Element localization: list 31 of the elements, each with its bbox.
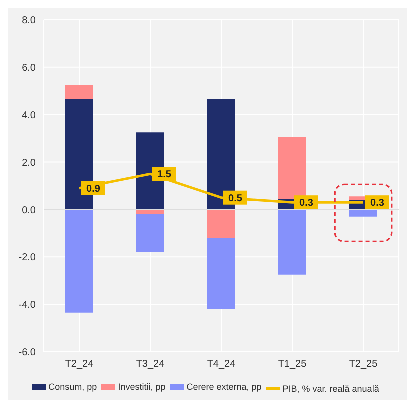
y-tick-label: -6.0: [18, 348, 36, 359]
bar: [207, 210, 236, 238]
bar: [349, 210, 378, 217]
x-tick-label: T2_25: [349, 359, 378, 370]
data-label: 0.5: [228, 193, 243, 204]
bar: [136, 210, 164, 214]
x-tick-label: T1_25: [278, 359, 308, 370]
legend-label: PIB, % var. reală anuală: [282, 384, 380, 394]
bar: [136, 214, 164, 252]
data-label: 1.5: [158, 170, 172, 181]
bar: [278, 210, 306, 275]
data-label: 0.3: [370, 198, 385, 210]
data-label: 0.9: [86, 184, 101, 195]
y-tick-label: 8.0: [22, 16, 36, 27]
x-tick-label: T3_24: [136, 359, 166, 370]
legend-label: Investitii, pp: [117, 382, 166, 392]
y-tick-label: 2.0: [22, 158, 36, 169]
legend-label: Cerere externa, pp: [186, 382, 262, 392]
x-tick-label: T2_24: [65, 359, 94, 370]
data-label: 0.3: [300, 198, 314, 210]
y-tick-label: 6.0: [22, 62, 36, 74]
y-tick-label: 4.0: [22, 110, 36, 122]
y-tick-label: -2.0: [18, 252, 36, 264]
bar: [65, 210, 94, 313]
bar: [207, 238, 236, 310]
y-tick-label: 0.0: [22, 205, 36, 216]
bar: [65, 85, 94, 100]
y-tick-label: -4.0: [18, 300, 36, 312]
legend-label: Consum, pp: [48, 382, 98, 392]
x-tick-label: T4_24: [207, 359, 236, 370]
bar: [278, 137, 306, 200]
